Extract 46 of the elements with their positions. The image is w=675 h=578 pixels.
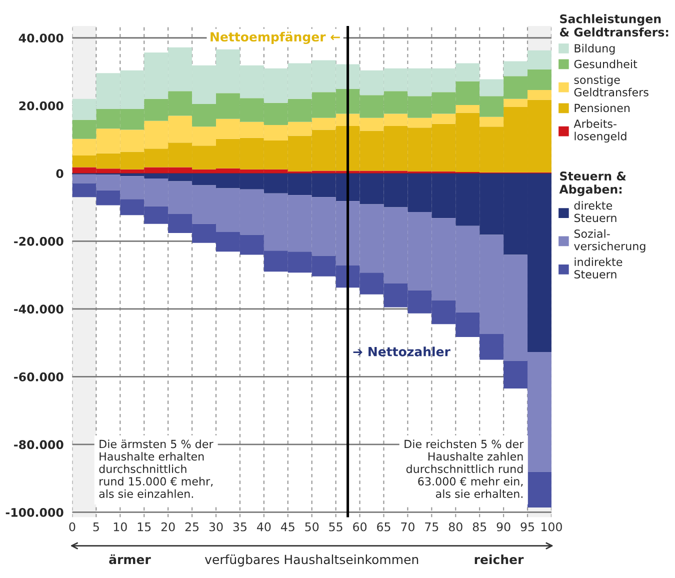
x-tick-label: 85 — [472, 522, 486, 532]
x-tick-label: 65 — [377, 522, 390, 532]
x-tick-label: 55 — [329, 522, 342, 532]
legend-title: Sachleistungen & Geldtransfers: — [560, 14, 668, 37]
x-tick-label: 30 — [209, 522, 223, 532]
legend-label: Arbeits- losengeld — [574, 119, 626, 143]
x-tick-label: 75 — [425, 522, 438, 532]
x-tick-label: 10 — [114, 522, 127, 532]
annotation: ➔ Nettozahler — [353, 346, 450, 356]
legend-label: Pensionen — [574, 104, 630, 112]
y-tick-label: -60.000 — [14, 372, 64, 382]
y-tick-label: 20.000 — [19, 101, 64, 110]
annotation: Die reichsten 5 % der Haushalte zahlen durchschnittlich rund 63.000 € mehr ein, als sie erhalten. — [404, 440, 524, 498]
x-tick-label: 0 — [69, 522, 76, 532]
x-tick-label: 25 — [185, 522, 199, 532]
legend-label: Gesundheit — [574, 60, 638, 68]
x-tick-label: 20 — [161, 522, 175, 532]
y-tick-label: 0 — [56, 169, 64, 178]
x-tick-label: 50 — [305, 522, 319, 532]
annotation: Nettoempfänger ← — [210, 32, 340, 44]
x-tick-label: 80 — [448, 522, 462, 532]
annotation: Die ärmsten 5 % der Haushalte erhalten durchschnittlich rund 15.000 € mehr, als sie einzahlen. — [99, 440, 214, 498]
text: reicher — [474, 554, 524, 564]
y-tick-label: 40.000 — [18, 34, 64, 43]
legend-label: sonstige Geldtransfers — [574, 75, 648, 96]
x-tick-label: 5 — [93, 522, 99, 532]
x-axis-title: verfügbares Haushaltseinkommen — [204, 554, 418, 567]
y-tick-label: -80.000 — [14, 440, 64, 450]
legend-label: Sozial- versicherung — [574, 229, 646, 252]
text: Steuern & Abgaben: — [559, 172, 626, 196]
x-tick-label: 95 — [520, 522, 534, 532]
y-tick-label: -40.000 — [14, 304, 64, 314]
legend-label: direkte Steuern — [574, 201, 616, 222]
x-tick-label: 90 — [496, 522, 510, 532]
y-tick-label: -100.000 — [6, 508, 64, 517]
text: ärmer — [109, 554, 151, 564]
x-tick-label: 45 — [280, 522, 294, 532]
x-tick-label: 100 — [542, 522, 562, 532]
legend-label: Bildung — [574, 44, 615, 55]
x-tick-label: 35 — [233, 522, 246, 532]
x-tick-label: 60 — [353, 522, 366, 532]
x-tick-label: 15 — [138, 522, 151, 532]
x-tick-label: 40 — [256, 522, 271, 532]
legend-label: indirekte Steuern — [574, 257, 622, 279]
x-tick-label: 70 — [401, 522, 414, 532]
y-tick-label: -20.000 — [14, 236, 64, 246]
